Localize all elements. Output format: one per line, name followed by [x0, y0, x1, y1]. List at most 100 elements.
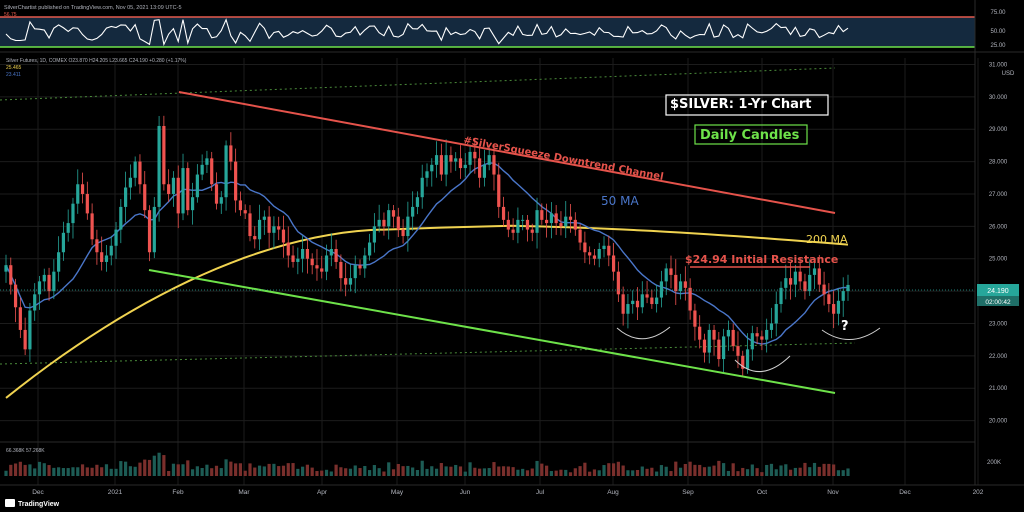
candle-body: [765, 329, 769, 340]
time-tick-label: 202: [973, 489, 984, 496]
volume-bar: [162, 455, 166, 476]
rsi-tick-label: 50.00: [990, 29, 1006, 35]
candle-body: [363, 255, 367, 269]
volume-bar: [363, 466, 367, 476]
candle-body: [487, 155, 491, 165]
candle-body: [722, 336, 726, 360]
candle-body: [659, 281, 664, 298]
volume-bar: [291, 463, 295, 476]
volume-label: 66.368K 57.268K: [6, 448, 45, 454]
candle-body: [458, 158, 463, 169]
volume-bar: [717, 460, 721, 476]
resistance-label: $24.94 Initial Resistance: [685, 253, 838, 266]
volume-bar: [846, 468, 850, 476]
volume-bar: [109, 468, 113, 476]
candle-body: [76, 184, 80, 204]
candle-body: [305, 249, 309, 259]
rsi-tick-label: 25.00: [990, 43, 1006, 49]
candle-body: [100, 252, 104, 262]
candle-body: [296, 258, 300, 262]
candle-body: [387, 210, 391, 227]
volume-bar: [348, 468, 353, 476]
time-tick-label: Nov: [827, 489, 839, 496]
candle-body: [788, 278, 793, 285]
channel-top-line[interactable]: [178, 91, 836, 214]
volume-bar: [573, 468, 577, 476]
tradingview-logo-icon: [5, 499, 15, 507]
candle-body: [147, 210, 152, 253]
volume-bar: [85, 467, 89, 476]
price-tick-label: 27.000: [989, 192, 1008, 198]
volume-bar: [482, 468, 487, 476]
volume-bar: [798, 467, 802, 476]
candle-body: [769, 323, 774, 330]
candle-body: [248, 213, 252, 237]
candle-body: [277, 226, 281, 230]
volume-bar: [334, 464, 338, 476]
volume-bar: [372, 465, 376, 476]
volume-bar: [387, 462, 391, 476]
volume-bar: [635, 469, 640, 476]
price-tick-label: 25.000: [989, 257, 1008, 263]
tradingview-brand: TradingView: [18, 501, 60, 508]
volume-bar: [564, 469, 568, 476]
volume-bar: [712, 465, 716, 476]
channel-bottom-line[interactable]: [148, 269, 836, 394]
price-tick-label: 22.000: [989, 354, 1008, 360]
candle-body: [516, 219, 520, 233]
chart-subtitle-box: [694, 124, 808, 145]
candle-body: [176, 177, 180, 214]
volume-bar: [669, 471, 673, 476]
volume-bar: [367, 470, 372, 476]
tradingview-logo[interactable]: TradingView: [5, 499, 60, 508]
volume-bar: [688, 461, 692, 476]
candle-body: [736, 346, 740, 356]
volume-bar: [554, 470, 558, 476]
volume-bar: [836, 470, 841, 476]
candle-body: [224, 145, 228, 198]
volume-bar: [449, 466, 453, 476]
candle-body: [525, 219, 530, 230]
candle-body: [310, 258, 314, 266]
upper-dotted-trendline: [0, 67, 836, 101]
volume-bar: [214, 465, 219, 476]
volume-bar: [755, 468, 759, 476]
candle-body: [717, 339, 721, 360]
candle-body: [664, 268, 668, 282]
candle-body: [57, 252, 61, 272]
volume-bar: [611, 463, 616, 476]
countdown-badge: [977, 296, 1019, 306]
candle-body: [640, 294, 644, 308]
volume-bar: [631, 470, 635, 476]
volume-bar: [511, 467, 515, 476]
volume-bar: [841, 470, 845, 476]
grid-lines: [0, 58, 979, 485]
candle-body: [344, 278, 348, 285]
candle-body: [200, 164, 204, 175]
candle-body: [784, 278, 788, 288]
volume-bar: [391, 469, 396, 476]
candle-body: [793, 271, 797, 285]
time-axis: Dec 2021 Feb Mar Apr May Jun Jul Aug Sep Oct Nov Dec…: [32, 489, 984, 496]
candle-body: [588, 252, 592, 256]
candle-body: [167, 184, 171, 194]
candle-body: [401, 229, 405, 237]
candle-body: [85, 193, 89, 214]
volume-bar: [353, 465, 357, 476]
time-tick-label: Apr: [317, 489, 328, 496]
candle-body: [281, 229, 286, 243]
candle-body: [841, 291, 845, 301]
volume-bar: [501, 466, 506, 476]
volume-bar: [13, 463, 18, 476]
volume-bar: [52, 467, 56, 476]
volume-bar: [262, 466, 266, 476]
volume-bar: [382, 471, 386, 476]
candle-body: [621, 294, 625, 314]
volume-bar: [190, 469, 195, 476]
ma50-line: [5, 162, 849, 345]
chart-subtitle-text: Daily Candles: [700, 128, 800, 143]
volume-bar: [827, 463, 831, 476]
candle-body: [750, 333, 754, 350]
candle-body: [267, 216, 271, 233]
